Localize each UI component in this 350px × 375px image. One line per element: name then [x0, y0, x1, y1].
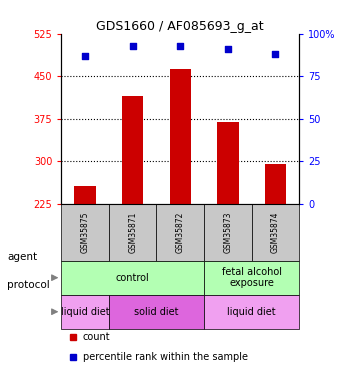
Point: [273, 51, 278, 57]
Text: GSM35871: GSM35871: [128, 211, 137, 253]
Text: percentile rank within the sample: percentile rank within the sample: [83, 352, 248, 362]
Bar: [61, 261, 204, 295]
Text: GSM35875: GSM35875: [80, 211, 90, 253]
Bar: [122, 96, 144, 204]
Bar: [204, 261, 299, 295]
Point: [130, 43, 135, 49]
Bar: [217, 122, 239, 204]
Text: fetal alcohol
exposure: fetal alcohol exposure: [222, 267, 282, 288]
Bar: [61, 295, 109, 329]
Text: protocol: protocol: [7, 280, 50, 290]
Point: [82, 53, 88, 59]
Bar: [109, 204, 156, 261]
Text: agent: agent: [7, 252, 37, 262]
Bar: [109, 295, 204, 329]
Text: GSM35872: GSM35872: [176, 211, 185, 253]
Text: count: count: [83, 332, 110, 342]
Bar: [74, 186, 96, 204]
Text: solid diet: solid diet: [134, 307, 179, 317]
Point: [177, 43, 183, 49]
Text: GSM35874: GSM35874: [271, 211, 280, 253]
Title: GDS1660 / AF085693_g_at: GDS1660 / AF085693_g_at: [97, 20, 264, 33]
Text: liquid diet: liquid diet: [61, 307, 109, 317]
Bar: [252, 204, 299, 261]
Bar: [61, 204, 109, 261]
Bar: [204, 204, 252, 261]
Point: [225, 46, 231, 52]
Text: liquid diet: liquid diet: [228, 307, 276, 317]
Text: GSM35873: GSM35873: [223, 211, 232, 253]
Bar: [156, 204, 204, 261]
Bar: [204, 295, 299, 329]
Bar: [169, 69, 191, 204]
Bar: [265, 164, 286, 204]
Text: control: control: [116, 273, 149, 283]
